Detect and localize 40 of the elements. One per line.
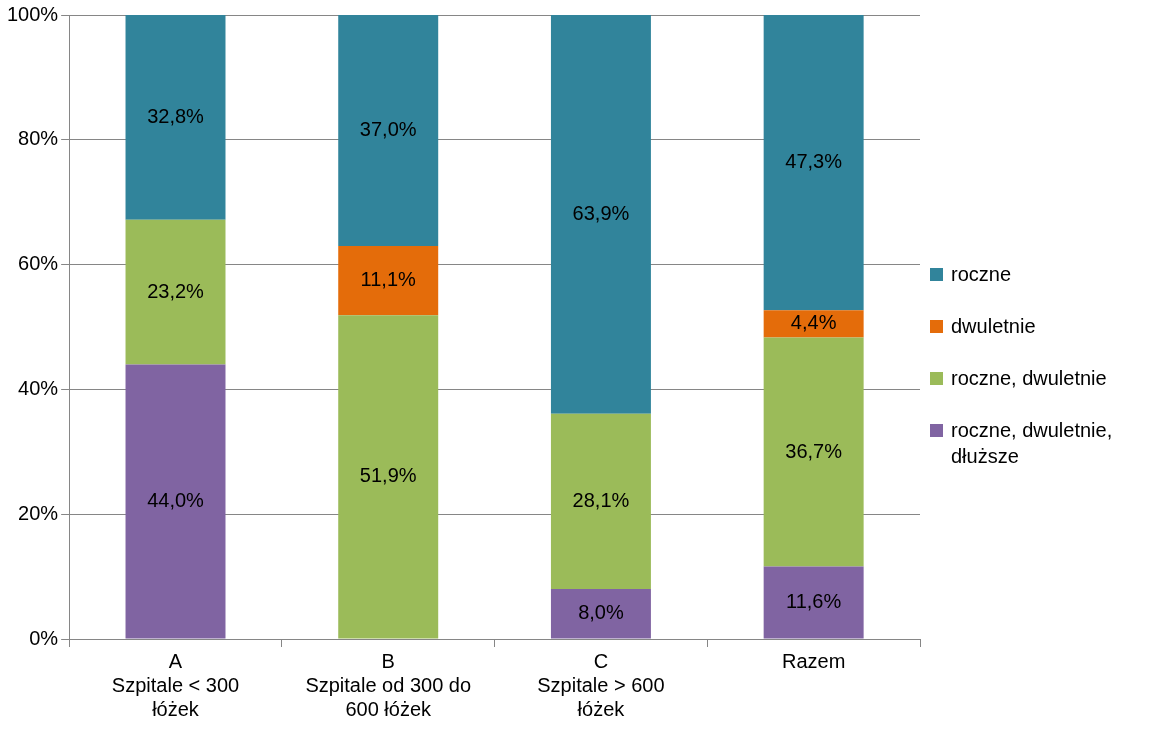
- y-tick-label: 0%: [29, 626, 59, 649]
- x-tick-label: A Szpitale < 300 łóżek: [111, 649, 240, 720]
- data-label: 32,8%: [147, 104, 205, 127]
- data-label: 28,1%: [572, 488, 630, 511]
- bar: [338, 15, 439, 246]
- bar: [338, 245, 439, 316]
- bar: [763, 310, 864, 338]
- data-label: 37,0%: [359, 117, 417, 140]
- data-label: 11,1%: [360, 268, 417, 291]
- x-tick-label: B Szpitale od 300 do 600 łóżek: [305, 649, 472, 720]
- bar: [550, 15, 651, 414]
- legend-label: dwuletnie: [951, 313, 1036, 339]
- bar: [125, 15, 226, 220]
- x-tick-label: C Szpitale > 600 łóżek: [537, 649, 665, 720]
- data-label: 8,0%: [578, 601, 624, 624]
- y-tick-label: 80%: [18, 127, 59, 150]
- legend-label: roczne: [951, 261, 1012, 287]
- bar: [125, 219, 226, 365]
- y-tick-label: 20%: [18, 501, 59, 524]
- data-label: 36,7%: [785, 439, 843, 462]
- y-tick-label: 100%: [7, 2, 59, 25]
- bar: [125, 364, 226, 639]
- data-label: 23,2%: [147, 279, 205, 302]
- data-label: 4,4%: [790, 311, 837, 334]
- bar: [550, 413, 651, 590]
- bar: [763, 15, 864, 311]
- bar: [550, 589, 651, 639]
- legend-label: roczne, dwuletnie: [951, 365, 1107, 391]
- x-tick-label: Razem: [781, 649, 846, 672]
- y-tick-label: 60%: [18, 252, 59, 275]
- legend-label: roczne, dwuletnie, dłuższe: [951, 417, 1114, 469]
- data-label: 47,3%: [785, 150, 843, 173]
- data-label: 11,6%: [786, 590, 842, 613]
- data-label: 51,9%: [359, 464, 417, 487]
- bar: [338, 315, 439, 639]
- bar: [763, 566, 864, 639]
- y-tick-label: 40%: [18, 376, 59, 399]
- data-label: 63,9%: [572, 201, 630, 224]
- bar: [763, 337, 864, 567]
- data-label: 44,0%: [147, 488, 205, 511]
